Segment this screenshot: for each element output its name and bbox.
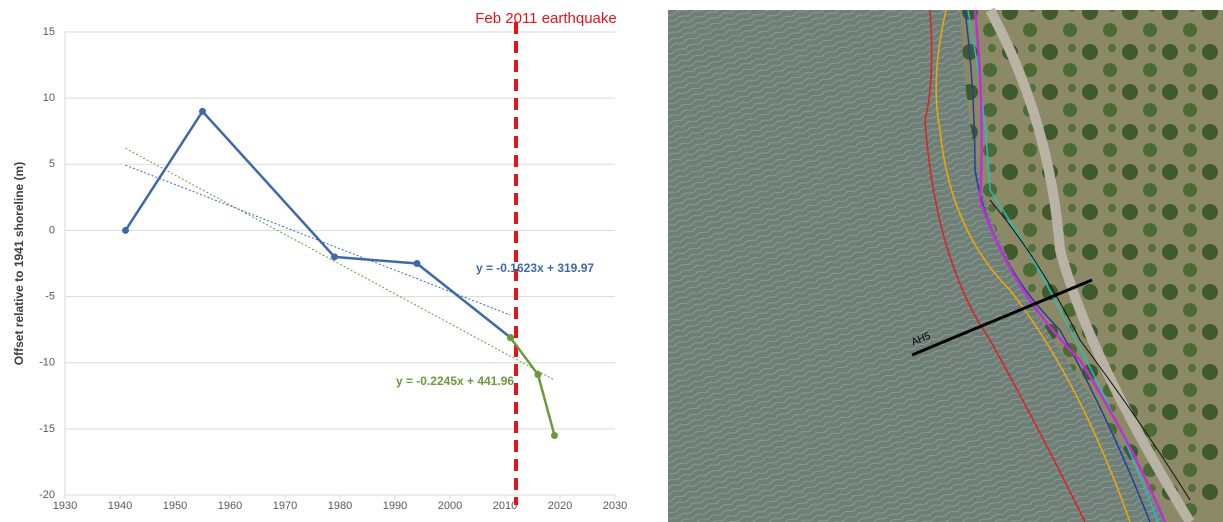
data-point [551,431,558,439]
x-tick-label: 1950 [163,500,187,512]
data-point [331,253,338,261]
transect [911,278,1093,357]
data-point [199,107,206,115]
shoreline [989,199,1191,501]
series-line [124,109,512,339]
data-point [534,371,542,379]
x-tick-label: 1970 [273,500,297,512]
x-tick-label: 1940 [108,500,132,512]
y-axis-label: Offset relative to 1941 shoreline (m) [12,162,26,365]
trend-equation: y = -0.2245x + 441.96 [396,374,514,388]
x-tick-label: 1990 [383,500,407,512]
event-label: Feb 2011 earthquake [475,10,617,27]
trend-equation: y = -0.1623x + 319.97 [476,261,594,275]
y-tick-label: 0 [49,224,55,236]
y-tick-label: -15 [39,423,55,435]
track [985,7,1195,522]
y-tick-label: -10 [39,357,55,369]
shoreline [973,9,1167,522]
land [960,10,1223,522]
x-tick-label: 2020 [548,500,572,512]
data-point [122,226,129,234]
y-tick-label: 15 [43,26,55,38]
x-tick-label: 2010 [493,500,517,512]
x-tick-label: 1960 [218,500,242,512]
y-tick-label: 10 [43,92,55,104]
x-tick-label: 1930 [53,500,77,512]
trendline [125,147,555,381]
shoreline [935,9,1131,522]
data-point [413,260,421,267]
y-tick-label: -5 [45,290,55,302]
shoreline [924,9,1086,522]
x-tick-label: 1980 [328,500,352,512]
x-tick-label: 2030 [603,500,627,512]
data-point [507,334,514,342]
x-tick-label: 2000 [438,500,462,512]
y-tick-label: -20 [39,489,55,501]
y-tick-label: 5 [49,158,55,170]
aerial-photo: AH5 [668,7,1223,522]
trendline [125,164,511,316]
